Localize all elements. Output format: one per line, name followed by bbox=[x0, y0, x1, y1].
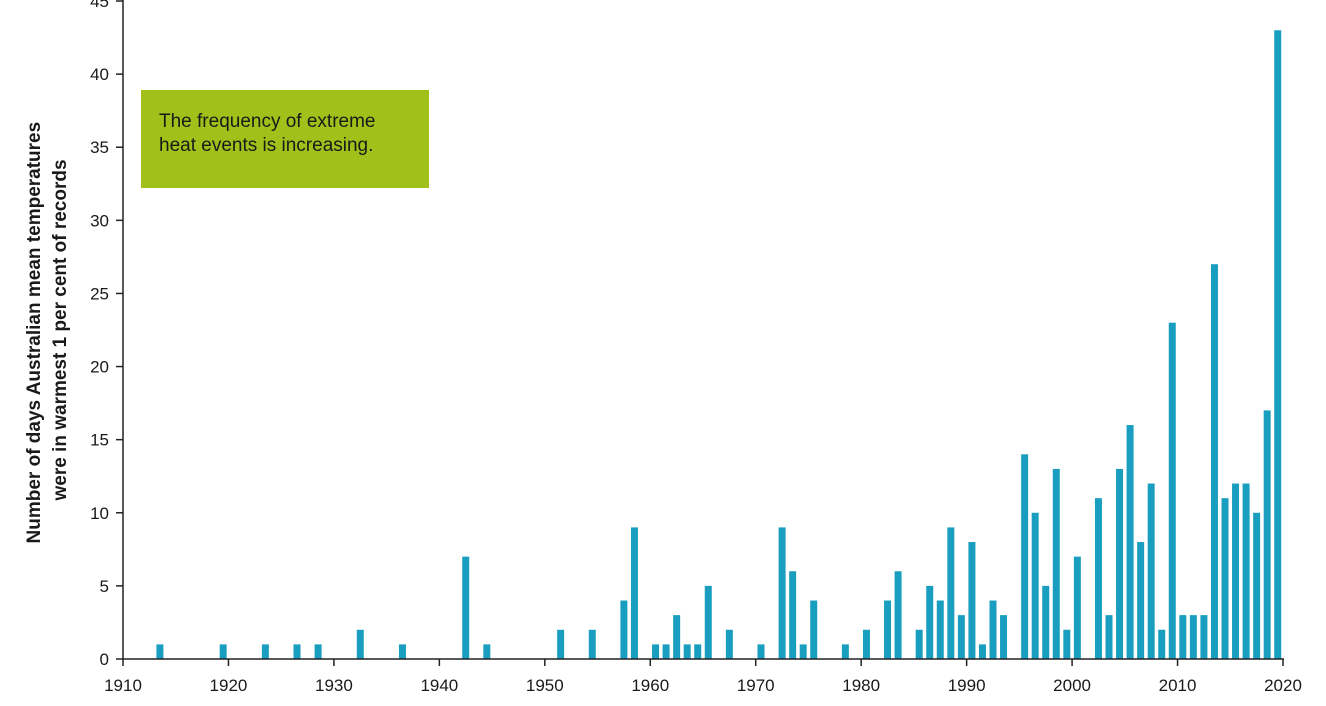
y-tick-label-45: 45 bbox=[90, 0, 109, 11]
bar-1967 bbox=[725, 629, 733, 659]
y-tick-label-25: 25 bbox=[90, 284, 109, 303]
bar-2000 bbox=[1073, 556, 1081, 659]
bar-1964 bbox=[694, 644, 702, 659]
y-axis-title-line-1: Number of days Australian mean temperatu… bbox=[24, 122, 45, 544]
bar-2007 bbox=[1147, 483, 1155, 659]
bar-1995 bbox=[1021, 454, 1029, 659]
bar-1957 bbox=[620, 600, 628, 659]
x-tick-label-1930: 1930 bbox=[315, 676, 353, 695]
bar-2009 bbox=[1168, 322, 1176, 659]
bar-1963 bbox=[683, 644, 691, 659]
bar-1985 bbox=[915, 629, 923, 659]
bar-2015 bbox=[1232, 483, 1240, 659]
bar-2014 bbox=[1221, 498, 1229, 659]
bar-1989 bbox=[957, 615, 965, 659]
bars-group bbox=[156, 30, 1282, 660]
x-tick-label-2020: 2020 bbox=[1264, 676, 1302, 695]
bar-1986 bbox=[926, 585, 934, 659]
x-tick-label-2000: 2000 bbox=[1053, 676, 1091, 695]
callout-line-2: heat events is increasing. bbox=[159, 135, 374, 156]
bar-1923 bbox=[261, 644, 269, 659]
y-tick-label-0: 0 bbox=[100, 650, 109, 669]
bar-1954 bbox=[588, 629, 596, 659]
x-tick-label-1980: 1980 bbox=[842, 676, 880, 695]
bar-2016 bbox=[1242, 483, 1250, 659]
y-tick-label-40: 40 bbox=[90, 65, 109, 84]
x-tick-label-2010: 2010 bbox=[1159, 676, 1197, 695]
x-tick-label-1920: 1920 bbox=[210, 676, 248, 695]
bar-1974 bbox=[799, 644, 807, 659]
bar-1987 bbox=[936, 600, 944, 659]
bar-2018 bbox=[1263, 410, 1271, 659]
y-axis-title-line-2: were in warmest 1 per cent of records bbox=[50, 159, 71, 501]
axes-group: 0 5 10 15 20 25 30 35 40 45 1910 1920 1930 1940 1950 19… bbox=[90, 0, 1302, 695]
y-tick-label-5: 5 bbox=[100, 577, 109, 596]
bar-1932 bbox=[356, 629, 364, 659]
bar-1982 bbox=[884, 600, 892, 659]
bar-1973 bbox=[789, 571, 797, 659]
bar-2006 bbox=[1137, 542, 1145, 659]
bar-1999 bbox=[1063, 629, 1071, 659]
bar-1960 bbox=[652, 644, 660, 659]
bar-2011 bbox=[1189, 615, 1197, 659]
bar-2002 bbox=[1094, 498, 1102, 659]
bar-1998 bbox=[1052, 468, 1060, 659]
bar-1944 bbox=[483, 644, 491, 659]
bar-1961 bbox=[662, 644, 670, 659]
bar-1928 bbox=[314, 644, 322, 659]
callout-box: The frequency of extreme heat events is … bbox=[141, 90, 429, 188]
y-tick-label-20: 20 bbox=[90, 358, 109, 377]
x-tick-label-1960: 1960 bbox=[631, 676, 669, 695]
bar-2019 bbox=[1274, 30, 1282, 660]
bar-1951 bbox=[557, 629, 565, 659]
bar-1991 bbox=[978, 644, 986, 659]
y-axis-title: Number of days Australian mean temperatu… bbox=[24, 117, 71, 544]
bar-1919 bbox=[219, 644, 227, 659]
bar-1965 bbox=[704, 585, 712, 659]
bar-1975 bbox=[810, 600, 818, 659]
bar-1970 bbox=[757, 644, 765, 659]
bar-1936 bbox=[398, 644, 406, 659]
bar-1983 bbox=[894, 571, 902, 659]
bar-1990 bbox=[968, 542, 976, 659]
bar-1962 bbox=[673, 615, 681, 659]
bar-1958 bbox=[630, 527, 638, 659]
y-tick-label-35: 35 bbox=[90, 138, 109, 157]
x-tick-label-1970: 1970 bbox=[737, 676, 775, 695]
bar-1926 bbox=[293, 644, 301, 659]
x-tick-label-1990: 1990 bbox=[948, 676, 986, 695]
bar-1992 bbox=[989, 600, 997, 659]
bar-2012 bbox=[1200, 615, 1208, 659]
bar-1993 bbox=[1000, 615, 1008, 659]
bar-1972 bbox=[778, 527, 786, 659]
bar-1997 bbox=[1042, 585, 1050, 659]
bar-1913 bbox=[156, 644, 164, 659]
y-tick-label-10: 10 bbox=[90, 504, 109, 523]
bar-2010 bbox=[1179, 615, 1187, 659]
bar-2008 bbox=[1158, 629, 1166, 659]
bar-2013 bbox=[1210, 264, 1218, 659]
bar-2017 bbox=[1253, 512, 1261, 659]
x-tick-label-1910: 1910 bbox=[104, 676, 142, 695]
bar-1980 bbox=[862, 629, 870, 659]
y-tick-label-15: 15 bbox=[90, 431, 109, 450]
y-tick-label-30: 30 bbox=[90, 211, 109, 230]
bar-1988 bbox=[947, 527, 955, 659]
x-tick-label-1950: 1950 bbox=[526, 676, 564, 695]
bar-1978 bbox=[841, 644, 849, 659]
callout-line-1: The frequency of extreme bbox=[159, 111, 376, 132]
x-tick-label-1940: 1940 bbox=[420, 676, 458, 695]
bar-2004 bbox=[1116, 468, 1124, 659]
bar-1996 bbox=[1031, 512, 1039, 659]
bar-2003 bbox=[1105, 615, 1113, 659]
bar-1942 bbox=[462, 556, 470, 659]
bar-2005 bbox=[1126, 425, 1134, 659]
